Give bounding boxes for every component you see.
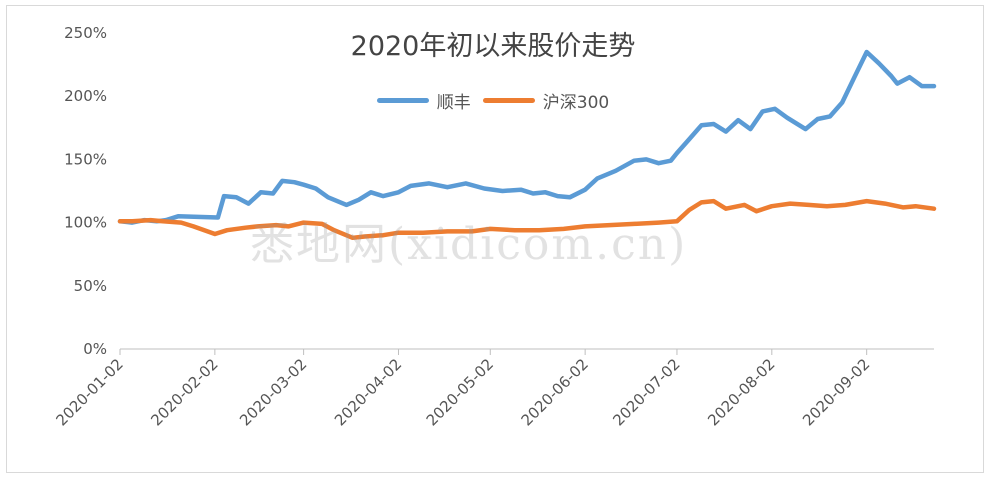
x-tick-label: 2020-08-02 — [704, 355, 778, 429]
chart-frame — [6, 5, 984, 473]
x-tick-label: 2020-04-02 — [331, 355, 405, 429]
y-tick-label: 50% — [74, 277, 107, 295]
legend-label-hs300: 沪深300 — [542, 93, 610, 113]
legend-item-sf: 顺丰 — [376, 88, 471, 113]
x-tick-label: 2020-02-02 — [147, 355, 221, 429]
x-tick-label: 2020-05-02 — [423, 355, 497, 429]
legend-label-sf: 顺丰 — [436, 93, 471, 113]
x-tick-label: 2020-09-02 — [799, 355, 873, 429]
legend-item-hs300: 沪深300 — [482, 88, 610, 113]
x-tick-label: 2020-03-02 — [236, 355, 310, 429]
legend-swatch-sf — [376, 98, 429, 103]
legend-swatch-hs300 — [482, 98, 535, 103]
chart-title: 2020年初以来股价走势 — [350, 31, 636, 62]
x-tick-label: 2020-06-02 — [518, 355, 592, 429]
x-tick-label: 2020-07-02 — [609, 355, 683, 429]
y-tick-label: 250% — [64, 24, 107, 42]
chart-legend: 顺丰 沪深300 — [0, 88, 986, 113]
watermark-text: 悉地网(xidicom.cn) — [250, 219, 688, 270]
series-line-sf — [117, 49, 937, 225]
x-tick-label: 2020-01-02 — [52, 355, 126, 429]
series-line-hs300 — [117, 198, 937, 241]
y-tick-label: 100% — [64, 214, 107, 232]
y-tick-label: 150% — [64, 150, 107, 168]
y-tick-label: 200% — [64, 87, 107, 105]
y-tick-label: 0% — [83, 340, 107, 358]
